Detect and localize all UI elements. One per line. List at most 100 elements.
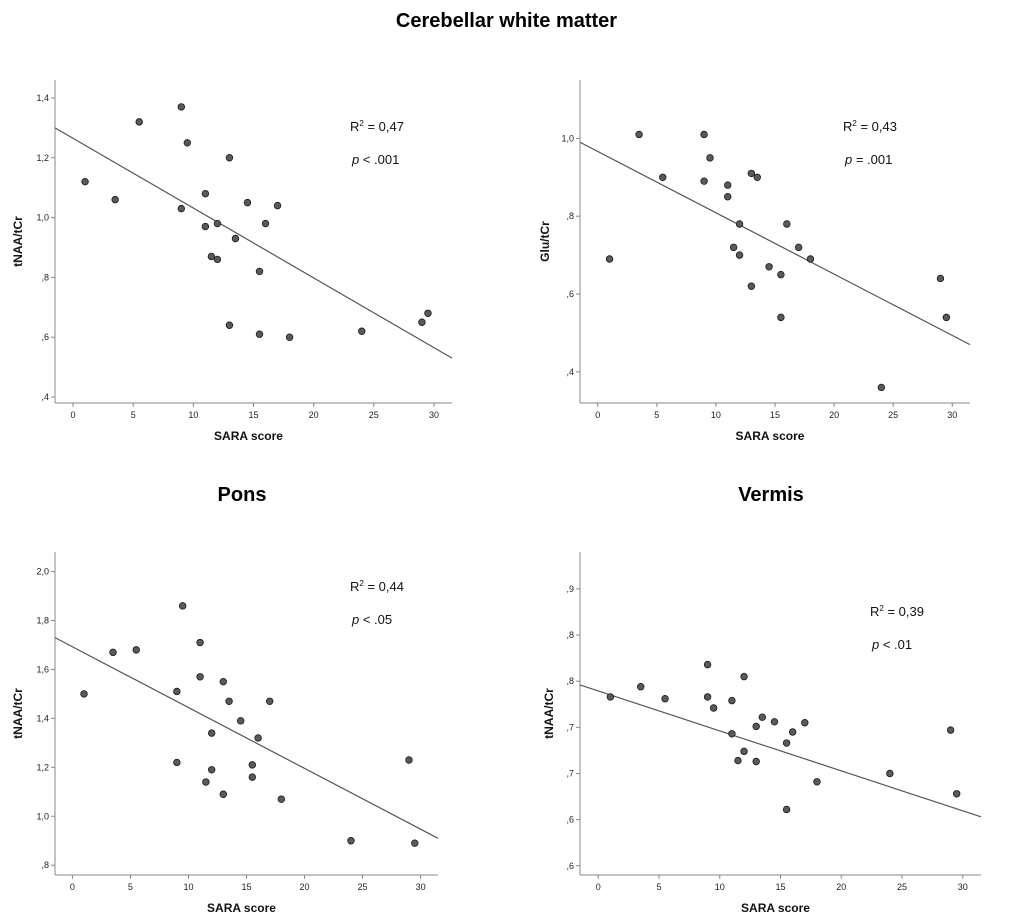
data-point — [196, 673, 204, 681]
data-point — [946, 726, 955, 734]
data-point — [201, 222, 210, 231]
data-point — [418, 318, 426, 326]
figure-title: Cerebellar white matter — [395, 10, 618, 32]
data-point — [132, 646, 140, 654]
data-point — [225, 154, 234, 162]
y-tick-label: 1,4 — [36, 713, 49, 723]
x-tick-label: 25 — [897, 882, 907, 892]
x-tick-label: 20 — [300, 882, 310, 892]
regression-line — [54, 127, 453, 359]
data-point — [261, 219, 270, 228]
data-point — [196, 638, 204, 647]
data-point — [706, 154, 714, 162]
panel-title-pons: Pons — [217, 484, 267, 506]
p-value-annotation: p < .01 — [871, 637, 912, 652]
scatter-chart-cwm-glu: 0 5 10 15 20 25 30 ,4 ,6 ,8 1,0 SARA score Glu/tCr R2… — [538, 80, 971, 443]
data-point — [700, 130, 708, 139]
y-tick-label: 1,4 — [36, 93, 49, 103]
data-point — [777, 313, 785, 322]
data-point — [347, 837, 355, 845]
y-tick-label: 1,0 — [36, 213, 49, 223]
x-tick-label: 25 — [888, 410, 898, 420]
data-point — [225, 321, 234, 329]
regression-line — [579, 141, 971, 346]
x-tick-label: 10 — [715, 882, 725, 892]
data-point — [729, 243, 738, 252]
y-tick-label: ,7 — [566, 768, 574, 778]
y-tick-label: ,7 — [566, 722, 574, 732]
x-tick-label: 30 — [429, 410, 439, 420]
data-point — [202, 778, 210, 786]
x-tick-label: 5 — [131, 410, 136, 420]
data-point — [734, 756, 742, 765]
y-tick-label: ,4 — [41, 392, 49, 402]
data-point — [177, 103, 186, 111]
data-point — [424, 309, 432, 317]
x-tick-label: 25 — [369, 410, 379, 420]
data-point — [735, 220, 744, 228]
y-tick-label: ,6 — [41, 332, 49, 342]
y-axis-label: tNAA/tCr — [11, 216, 25, 267]
data-point — [219, 677, 227, 686]
y-tick-label: ,8 — [566, 630, 574, 640]
data-point — [740, 672, 748, 681]
x-tick-label: 0 — [595, 410, 600, 420]
x-tick-label: 10 — [183, 882, 193, 892]
data-point — [80, 690, 88, 698]
data-point — [728, 696, 736, 705]
data-point — [700, 177, 708, 185]
y-tick-label: ,8 — [41, 272, 49, 282]
x-tick-label: 30 — [947, 410, 957, 420]
data-point — [801, 719, 809, 727]
data-point — [806, 255, 815, 263]
data-point — [752, 757, 760, 766]
x-tick-label: 20 — [829, 410, 839, 420]
data-point — [207, 766, 216, 774]
data-point — [753, 173, 761, 181]
data-point — [877, 383, 886, 392]
data-point — [135, 118, 143, 126]
data-point — [886, 769, 894, 778]
data-point — [358, 327, 366, 335]
scatter-chart-pons-naa: 0 5 10 15 20 25 30 ,8 1,0 1,2 1,4 1,6 1,8 2,0 SARA sco… — [11, 552, 439, 915]
p-value-annotation: p < .001 — [351, 152, 399, 167]
data-point — [111, 195, 119, 204]
y-tick-label: ,4 — [566, 367, 574, 377]
data-point — [81, 177, 89, 186]
x-tick-label: 20 — [836, 882, 846, 892]
x-tick-label: 10 — [711, 410, 721, 420]
regression-line — [54, 637, 439, 839]
data-point — [255, 267, 264, 276]
y-tick-label: 1,0 — [36, 811, 49, 821]
data-point — [173, 687, 181, 696]
data-point — [728, 730, 736, 738]
x-tick-label: 10 — [188, 410, 198, 420]
data-point — [201, 189, 210, 198]
data-point — [724, 181, 732, 189]
data-point — [277, 795, 286, 803]
y-axis-label: tNAA/tCr — [542, 688, 556, 739]
data-point — [183, 139, 192, 147]
y-axis-label: tNAA/tCr — [11, 688, 25, 739]
x-axis-label: SARA score — [736, 429, 805, 443]
data-point — [248, 773, 257, 781]
data-point — [635, 130, 643, 139]
y-tick-label: ,8 — [41, 860, 49, 870]
data-point — [661, 695, 669, 703]
data-point — [254, 734, 262, 742]
data-point — [266, 697, 274, 705]
data-point — [207, 252, 216, 261]
data-point — [109, 648, 117, 657]
data-point — [219, 790, 227, 798]
x-tick-label: 20 — [309, 410, 319, 420]
data-point — [173, 758, 181, 767]
data-point — [285, 333, 294, 341]
data-point — [273, 201, 282, 210]
x-tick-label: 15 — [775, 882, 785, 892]
data-point — [794, 243, 803, 252]
x-tick-label: 5 — [128, 882, 133, 892]
data-point — [637, 683, 645, 691]
data-point — [605, 255, 614, 263]
data-point — [703, 693, 712, 701]
data-point — [724, 193, 732, 201]
